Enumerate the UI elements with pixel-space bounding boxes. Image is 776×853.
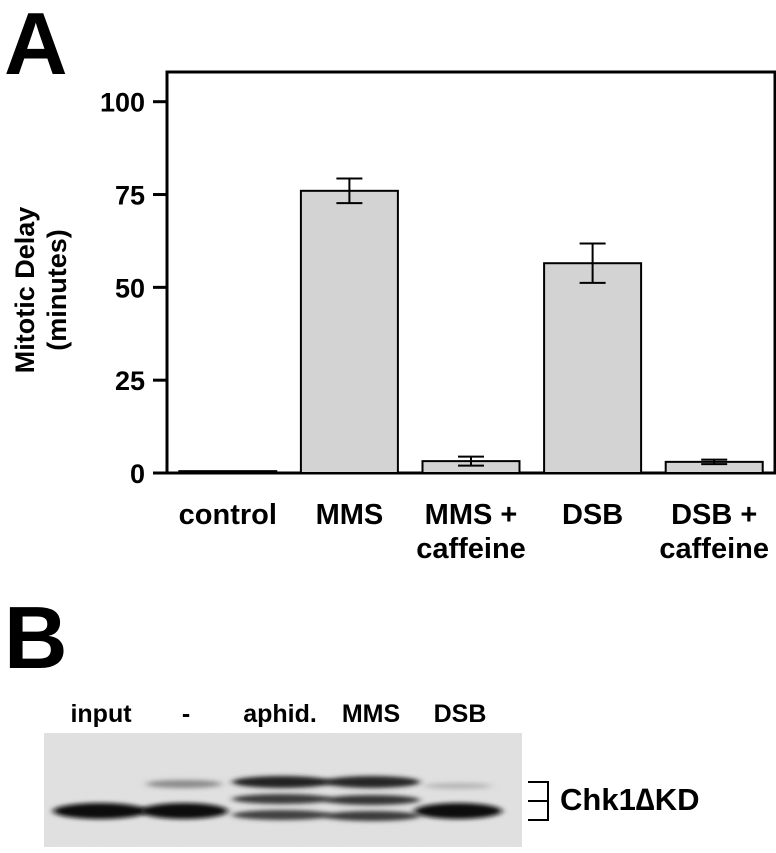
y-axis-title-line-2: (minutes) (42, 229, 72, 351)
panel-b-letter: B (4, 588, 68, 687)
y-tick-label-3: 75 (115, 181, 145, 211)
band-untreated-lower (140, 803, 228, 819)
chk1-kd-label: Chk1∆KD (560, 782, 700, 817)
y-tick-label-0: 0 (130, 459, 145, 489)
category-label-1-line-1: MMS (316, 499, 384, 531)
category-label-2-line-1: MMS + (425, 499, 518, 531)
lane-label-dsb: DSB (433, 700, 487, 728)
bar-1 (299, 189, 399, 474)
panel-a-letter: A (4, 0, 68, 93)
lane-label-input: input (70, 700, 132, 728)
band-bracket (528, 781, 549, 821)
band-aphidicolin-middle (232, 794, 332, 804)
lane-label-aphidicolin: aphid. (243, 700, 317, 728)
y-tick-label-2: 50 (115, 273, 145, 303)
category-label-0-line-1: control (179, 499, 277, 531)
category-label-2-line-2: caffeine (416, 533, 526, 565)
band-aphidicolin-upper (232, 776, 332, 788)
y-tick-label-4: 100 (100, 88, 145, 118)
mitotic-delay-bar-chart: 0 25 50 75 100 Mitotic Delay (minutes) control M… (10, 70, 776, 565)
blot-membrane (44, 733, 522, 847)
category-label-4-line-2: caffeine (659, 533, 769, 565)
band-dsb-lower (414, 803, 502, 819)
band-aphidicolin-lower (232, 810, 332, 820)
band-mms-middle (324, 795, 420, 805)
band-mms-lower (324, 811, 420, 821)
band-untreated-upper (146, 780, 222, 788)
category-label-4-line-1: DSB + (671, 499, 757, 531)
bar-3 (543, 262, 643, 474)
band-dsb-upper (424, 783, 492, 789)
bar-0 (178, 470, 278, 475)
y-axis-title-line-1: Mitotic Delay (10, 207, 40, 374)
lane-label-mms: MMS (341, 700, 401, 728)
y-tick-label-1: 25 (115, 366, 145, 396)
category-label-3-line-1: DSB (562, 499, 623, 531)
lane-label-untreated: - (181, 700, 191, 728)
band-input-lower (53, 803, 147, 819)
plot-frame (165, 70, 776, 475)
band-mms-upper (324, 776, 420, 788)
